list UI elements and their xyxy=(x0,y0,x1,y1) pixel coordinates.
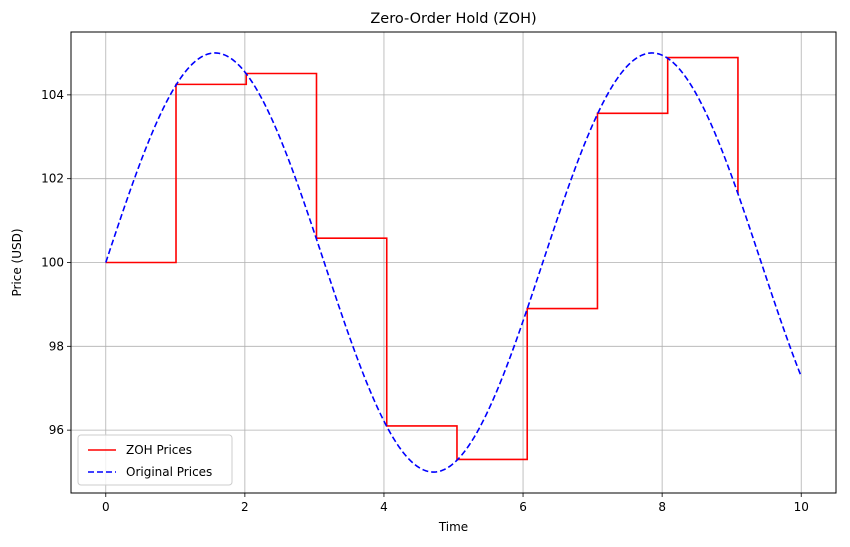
y-tick-label: 102 xyxy=(41,172,64,186)
ticks-layer: 0 2 4 6 8 10 96 98 100 102 104 xyxy=(41,88,809,514)
y-tick-label: 100 xyxy=(41,256,64,270)
legend-box xyxy=(77,434,233,486)
legend-label: ZOH Prices xyxy=(126,443,192,457)
x-tick-label: 0 xyxy=(102,500,110,514)
y-axis-label: Price (USD) xyxy=(10,228,24,296)
original-prices-line xyxy=(105,52,802,473)
legend-label: Original Prices xyxy=(126,465,212,479)
legend: ZOH Prices Original Prices xyxy=(77,434,233,486)
chart-title: Zero-Order Hold (ZOH) xyxy=(370,11,536,27)
x-tick-label: 4 xyxy=(380,500,388,514)
grid-layer xyxy=(71,32,836,493)
y-tick-label: 96 xyxy=(49,423,64,437)
x-tick-label: 6 xyxy=(519,500,527,514)
y-tick-label: 104 xyxy=(41,88,64,102)
x-axis-label: Time xyxy=(438,520,468,534)
series-layer xyxy=(105,52,802,473)
zoh-prices-line xyxy=(105,56,739,461)
y-tick-label: 98 xyxy=(49,339,64,353)
x-tick-label: 8 xyxy=(658,500,666,514)
x-tick-label: 10 xyxy=(794,500,809,514)
x-tick-label: 2 xyxy=(241,500,249,514)
